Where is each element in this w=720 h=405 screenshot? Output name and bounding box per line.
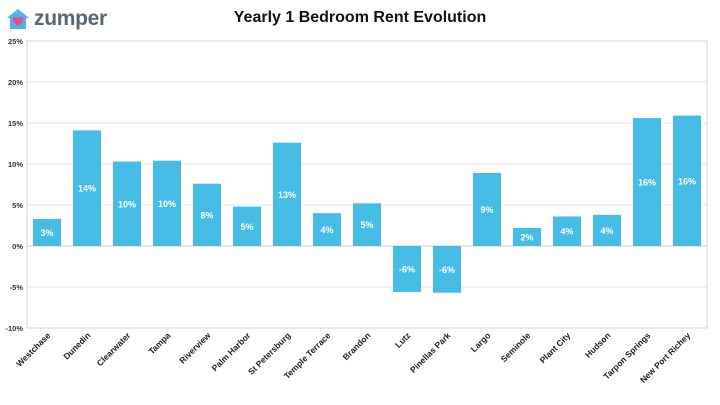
- data-label: 4%: [560, 227, 573, 237]
- y-tick-label: 20%: [8, 78, 23, 87]
- data-label: 3%: [40, 228, 53, 238]
- data-label: 14%: [78, 184, 96, 194]
- y-tick-label: 10%: [8, 160, 23, 169]
- y-tick-label: 25%: [8, 37, 23, 46]
- category-label: Lutz: [393, 330, 412, 349]
- category-label: Clearwater: [95, 330, 133, 368]
- data-label: 16%: [638, 178, 656, 188]
- zumper-logo: zumper: [6, 6, 107, 32]
- category-label: Largo: [469, 330, 493, 354]
- category-label: Brandon: [341, 330, 373, 362]
- category-label: Westchase: [14, 330, 53, 369]
- bar: [393, 246, 421, 292]
- y-tick-label: 5%: [12, 201, 23, 210]
- bar: [233, 206, 261, 246]
- data-label: 5%: [240, 222, 253, 232]
- data-label: 2%: [520, 232, 533, 242]
- bar: [73, 130, 101, 246]
- bar: [633, 118, 661, 246]
- bar: [473, 173, 501, 246]
- category-label: Seminole: [499, 330, 533, 364]
- plot-frame: [26, 40, 708, 329]
- bar: [33, 218, 61, 246]
- bar: [353, 203, 381, 246]
- data-label: 13%: [278, 190, 296, 200]
- bar: [273, 142, 301, 246]
- category-label: Dunedin: [61, 330, 92, 361]
- data-label: 4%: [600, 226, 613, 236]
- category-label: Tampa: [146, 330, 172, 356]
- bar: [153, 160, 181, 246]
- category-label: Hudson: [583, 330, 612, 359]
- data-label: 4%: [320, 225, 333, 235]
- category-label: Plant City: [538, 330, 573, 365]
- y-tick-label: 15%: [8, 119, 23, 128]
- data-label: 10%: [158, 199, 176, 209]
- chart-title: Yearly 1 Bedroom Rent Evolution: [233, 9, 487, 26]
- category-label: Pinellas Park: [408, 330, 453, 375]
- bar: [433, 246, 461, 293]
- brand-name: zumper: [34, 7, 107, 30]
- bar: [193, 183, 221, 246]
- data-label: -6%: [439, 265, 455, 275]
- category-label: Palm Harbor: [210, 330, 253, 373]
- bar: [553, 216, 581, 246]
- data-label: 10%: [118, 199, 136, 209]
- bar: [313, 213, 341, 246]
- data-label: 5%: [360, 220, 373, 230]
- y-tick-label: 0%: [12, 242, 23, 251]
- bar: [113, 161, 141, 246]
- data-label: 8%: [200, 210, 213, 220]
- data-label: -6%: [399, 264, 415, 274]
- house-icon: [7, 9, 29, 29]
- y-tick-label: -5%: [10, 283, 24, 292]
- data-label: 9%: [480, 205, 493, 215]
- data-label: 16%: [678, 176, 696, 186]
- bar: [513, 227, 541, 246]
- bar: [673, 115, 701, 247]
- bar: [593, 214, 621, 246]
- category-label: Riverview: [177, 330, 212, 365]
- y-tick-label: -10%: [5, 324, 23, 333]
